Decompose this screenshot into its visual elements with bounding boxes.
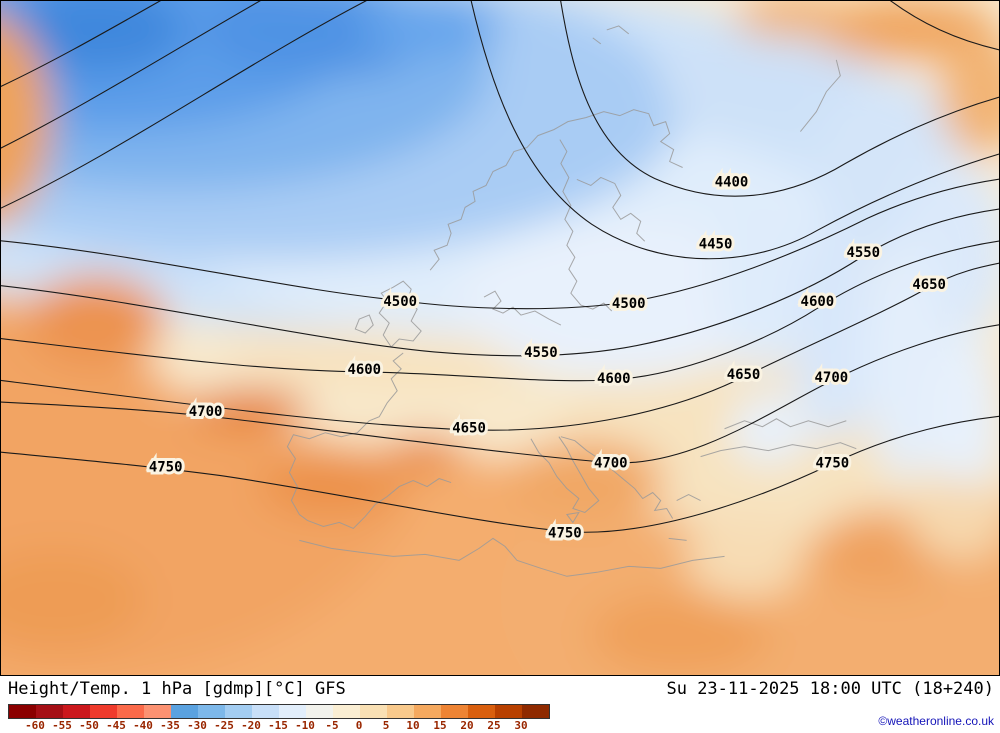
contour-line-4550 bbox=[1, 208, 999, 357]
colorbar-tick: -5 bbox=[325, 719, 339, 732]
colorbar-tick: 20 bbox=[460, 719, 474, 732]
contour-line-4450 bbox=[470, 1, 999, 260]
contour-label: 4500 bbox=[612, 296, 646, 312]
contour-line-4600 bbox=[1, 240, 999, 382]
contour-label: 4700 bbox=[815, 370, 849, 386]
colorbar-tick: 10 bbox=[406, 719, 420, 732]
colorbar-swatch bbox=[441, 705, 468, 718]
coast-black-sea bbox=[700, 418, 857, 458]
colorbar-ticks: -60 -55 -50 -45 -40 -35 -30 -25 -20 -15 -10 -5 0 5 10 1… bbox=[8, 719, 608, 732]
coast-sicily bbox=[565, 511, 580, 524]
coast-france-iberia bbox=[286, 352, 452, 530]
contour-label: 4750 bbox=[548, 525, 582, 541]
colorbar-swatch bbox=[225, 705, 252, 718]
coast-ireland bbox=[354, 314, 374, 334]
contour-label: 4700 bbox=[594, 456, 628, 472]
copyright-link[interactable]: ©weatheronline.co.uk bbox=[878, 714, 994, 728]
colorbar-tick: -10 bbox=[295, 719, 315, 732]
contour-label: 4650 bbox=[452, 421, 486, 437]
coast-novaya-zemlya bbox=[800, 59, 841, 132]
colorbar-tick: -35 bbox=[160, 719, 180, 732]
contour-label: 4500 bbox=[383, 294, 417, 310]
colorbar-swatch bbox=[306, 705, 333, 718]
contour-label: 4450 bbox=[699, 236, 733, 252]
coast-balkans bbox=[560, 436, 674, 519]
colorbar-tick: 30 bbox=[514, 719, 528, 732]
colorbar-swatch bbox=[63, 705, 90, 718]
map-area: 4400 4450 4500 4500 4550 4550 4600 4600 4600 4650… bbox=[0, 0, 1000, 676]
contour-label: 4600 bbox=[347, 362, 381, 378]
contour-line bbox=[1, 1, 261, 149]
contour-line bbox=[1, 1, 367, 209]
chart-title: Height/Temp. 1 hPa [gdmp][°C] GFS bbox=[8, 679, 346, 699]
colorbar bbox=[8, 704, 550, 719]
contour-line-4700 bbox=[1, 324, 999, 464]
colorbar-swatch bbox=[117, 705, 144, 718]
colorbar-tick: 25 bbox=[487, 719, 501, 732]
contour-label: 4550 bbox=[524, 345, 558, 361]
colorbar-tick: -20 bbox=[241, 719, 261, 732]
contour-labels: 4400 4450 4500 4500 4550 4550 4600 4600 4600 4650… bbox=[146, 171, 949, 544]
colorbar-swatch bbox=[144, 705, 171, 718]
coast-italy bbox=[530, 436, 600, 514]
colorbar-swatch bbox=[252, 705, 279, 718]
contour-line-4400 bbox=[560, 1, 999, 197]
contour-label: 4750 bbox=[816, 456, 850, 472]
colorbar-swatch bbox=[468, 705, 495, 718]
colorbar-tick: -15 bbox=[268, 719, 288, 732]
chart-datetime: Su 23-11-2025 18:00 UTC (18+240) bbox=[666, 679, 994, 699]
coast-britain bbox=[378, 280, 422, 348]
contour-label: 4700 bbox=[189, 404, 223, 420]
coast-svalbard bbox=[592, 25, 630, 45]
coast-scandinavia bbox=[429, 109, 683, 271]
colorbar-swatch bbox=[36, 705, 63, 718]
weather-map-svg: 4400 4450 4500 4500 4550 4550 4600 4600 4600 4650… bbox=[1, 1, 999, 675]
colorbar-tick: 0 bbox=[355, 719, 363, 732]
colorbar-swatch bbox=[522, 705, 549, 718]
contour-label: 4550 bbox=[846, 245, 880, 261]
colorbar-tick: -60 bbox=[25, 719, 45, 732]
coast-north-africa bbox=[299, 537, 725, 577]
contour-label: 4600 bbox=[801, 294, 835, 310]
colorbar-swatch bbox=[387, 705, 414, 718]
colorbar-swatch bbox=[414, 705, 441, 718]
colorbar-swatch bbox=[90, 705, 117, 718]
colorbar-tick: 5 bbox=[382, 719, 390, 732]
contour-line bbox=[890, 1, 999, 51]
contour-line-4650 bbox=[1, 262, 999, 431]
height-contours bbox=[1, 1, 999, 533]
colorbar-tick: -30 bbox=[187, 719, 207, 732]
temperature-shading bbox=[1, 1, 999, 675]
colorbar-tick: -45 bbox=[106, 719, 126, 732]
contour-line-4750 bbox=[1, 415, 999, 533]
colorbar-swatch bbox=[171, 705, 198, 718]
coast-finland bbox=[576, 176, 646, 242]
colorbar-swatch bbox=[198, 705, 225, 718]
colorbar-tick: -50 bbox=[79, 719, 99, 732]
colorbar-swatch bbox=[9, 705, 36, 718]
contour-line bbox=[1, 1, 161, 87]
colorbar-tick: -55 bbox=[52, 719, 72, 732]
contour-label: 4650 bbox=[727, 367, 761, 383]
colorbar-swatch bbox=[279, 705, 306, 718]
contour-label: 4650 bbox=[912, 277, 946, 293]
colorbar-tick: 15 bbox=[433, 719, 447, 732]
contour-label: 4600 bbox=[597, 371, 631, 387]
contour-line-4500 bbox=[1, 178, 999, 310]
colorbar-tick: -40 bbox=[133, 719, 153, 732]
coast-denmark bbox=[483, 290, 562, 326]
colorbar-swatch bbox=[333, 705, 360, 718]
coastlines bbox=[286, 25, 857, 577]
colorbar-swatch bbox=[360, 705, 387, 718]
footer: Height/Temp. 1 hPa [gdmp][°C] GFS Su 23-… bbox=[0, 676, 1000, 733]
colorbar-swatch bbox=[495, 705, 522, 718]
contour-label: 4400 bbox=[715, 174, 749, 190]
colorbar-tick: -25 bbox=[214, 719, 234, 732]
contour-label: 4750 bbox=[149, 460, 183, 476]
coast-aegean bbox=[668, 493, 701, 541]
